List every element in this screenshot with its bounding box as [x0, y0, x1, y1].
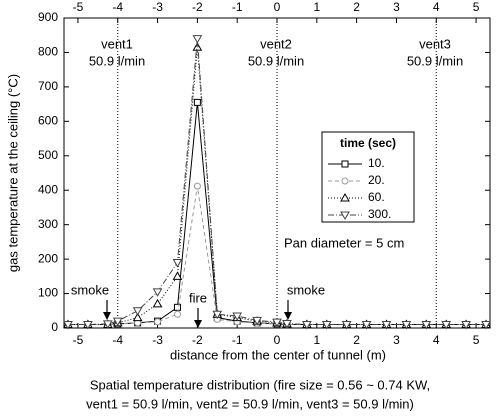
x-tick-label: -3 — [152, 333, 163, 347]
marker — [401, 321, 412, 330]
x-tick-label: 1 — [313, 333, 320, 347]
x-tick-label-top: 3 — [393, 0, 400, 14]
marker — [301, 321, 312, 330]
annotation: vent2 — [260, 36, 292, 51]
marker — [152, 298, 163, 308]
marker — [421, 321, 432, 330]
arrow-head — [103, 312, 111, 320]
x-tick-label: -1 — [232, 333, 243, 347]
marker — [102, 320, 113, 329]
annotation: vent3 — [419, 36, 451, 51]
marker — [461, 321, 471, 330]
marker — [132, 307, 143, 316]
y-tick-label: 800 — [38, 45, 58, 59]
marker — [232, 312, 243, 321]
marker — [282, 320, 292, 329]
arrow-head — [284, 312, 292, 320]
annotation: fire — [189, 290, 207, 305]
x-tick-label: -4 — [112, 333, 123, 347]
annotation: smoke — [287, 282, 325, 297]
annotation: 50.9 l/min — [89, 53, 145, 68]
y-tick-label: 900 — [38, 10, 58, 24]
marker — [212, 310, 223, 320]
marker — [83, 321, 93, 330]
marker — [321, 321, 332, 330]
marker — [173, 310, 181, 318]
annotation: Pan diameter = 5 cm — [284, 235, 404, 250]
legend-box — [321, 131, 415, 223]
marker — [173, 303, 181, 311]
marker — [152, 288, 163, 297]
marker — [132, 312, 143, 322]
y-tick-label: 400 — [38, 182, 58, 196]
marker — [340, 192, 350, 202]
marker — [340, 211, 350, 221]
x-tick-label-top: -4 — [112, 0, 123, 14]
marker — [441, 321, 452, 330]
x-tick-label: 2 — [353, 333, 360, 347]
arrow-head — [194, 320, 202, 328]
legend-label: 10. — [368, 156, 385, 170]
annotation: 50.9 l/min — [248, 53, 304, 68]
marker — [192, 42, 203, 51]
y-tick-label: 0 — [51, 320, 58, 334]
x-tick-label-top: 0 — [274, 0, 281, 14]
caption: vent1 = 50.9 l/min, vent2 = 50.9 l/min, … — [86, 396, 414, 411]
marker — [252, 316, 262, 326]
x-tick-label: 0 — [274, 333, 281, 347]
y-tick-label: 300 — [38, 217, 58, 231]
legend-label: 60. — [368, 190, 385, 204]
y-axis-label: gas temperature at the ceiling (°C) — [5, 74, 20, 272]
x-tick-label: -2 — [192, 333, 203, 347]
marker — [481, 321, 491, 330]
annotation: vent1 — [101, 36, 133, 51]
y-tick-label: 600 — [38, 114, 58, 128]
annotation: 50.9 l/min — [407, 53, 463, 68]
marker — [192, 35, 203, 44]
x-tick-label: 3 — [393, 333, 400, 347]
x-tick-label-top: -2 — [192, 0, 203, 14]
x-tick-label-top: 4 — [433, 0, 440, 14]
marker — [341, 321, 352, 330]
x-tick-label-top: 1 — [313, 0, 320, 14]
y-tick-label: 100 — [38, 286, 58, 300]
marker — [63, 321, 73, 330]
y-tick-label: 700 — [38, 79, 58, 93]
marker — [112, 317, 123, 327]
annotation: smoke — [71, 282, 109, 297]
x-tick-label-top: 5 — [473, 0, 480, 14]
marker — [154, 318, 162, 326]
legend-label: 300. — [368, 207, 391, 221]
marker — [381, 321, 392, 330]
x-tick-label: -5 — [73, 333, 84, 347]
marker — [341, 160, 349, 168]
caption: Spatial temperature distribution (fire s… — [90, 377, 430, 392]
marker — [193, 182, 201, 190]
x-tick-label-top: -3 — [152, 0, 163, 14]
x-tick-label-top: -1 — [232, 0, 243, 14]
marker — [361, 321, 372, 330]
x-tick-label-top: -5 — [73, 0, 84, 14]
marker — [172, 271, 183, 280]
legend-title: time (sec) — [340, 136, 396, 150]
y-tick-label: 500 — [38, 148, 58, 162]
marker — [172, 259, 183, 268]
x-axis-label: distance from the center of tunnel (m) — [170, 347, 386, 362]
x-tick-label-top: 2 — [353, 0, 360, 14]
legend-label: 20. — [368, 173, 385, 187]
marker — [341, 177, 349, 185]
y-tick-label: 200 — [38, 251, 58, 265]
x-tick-label: 4 — [433, 333, 440, 347]
marker — [193, 98, 201, 106]
marker — [272, 318, 282, 328]
x-tick-label: 5 — [473, 333, 480, 347]
